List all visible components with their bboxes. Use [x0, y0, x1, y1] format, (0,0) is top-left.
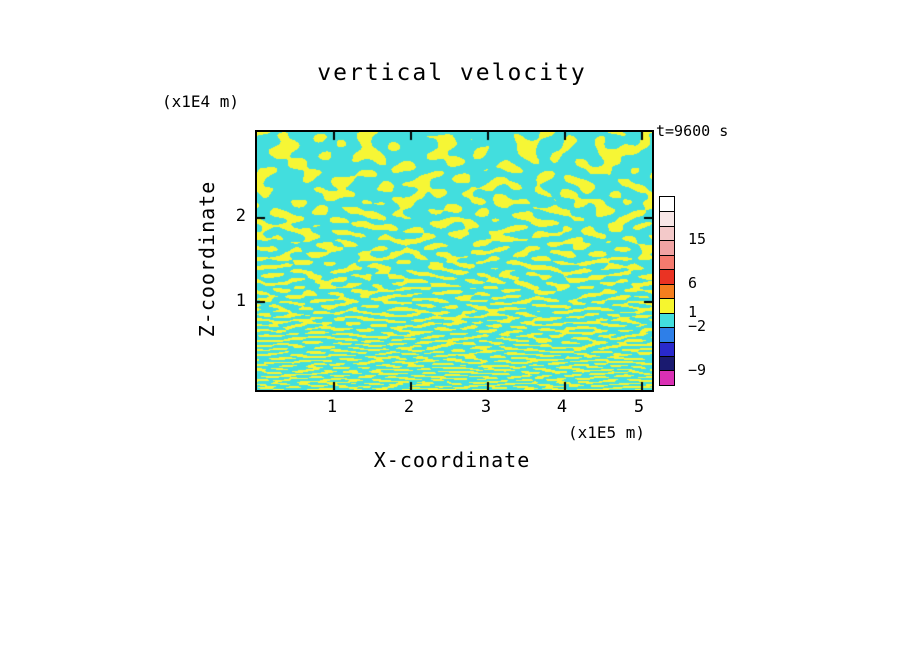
colorbar-segment — [660, 240, 674, 255]
colorbar-segment — [660, 197, 674, 212]
colorbar-label: −9 — [688, 360, 707, 379]
y-tick-label: 2 — [235, 206, 246, 226]
x-axis-label: X-coordinate — [373, 448, 531, 472]
colorbar-segment — [660, 211, 674, 226]
colorbar — [659, 196, 675, 386]
colorbar-segment — [660, 327, 674, 342]
colorbar-label: 6 — [688, 273, 698, 292]
colorbar-segment — [660, 370, 674, 385]
colorbar-segment — [660, 283, 674, 299]
x-tick-label: 3 — [480, 397, 492, 417]
colorbar-segment — [660, 355, 674, 371]
colorbar-label: 15 — [688, 230, 707, 249]
x-tick-label: 5 — [633, 397, 645, 417]
x-axis-unit: (x1E5 m) — [568, 423, 646, 442]
x-tick-label: 1 — [326, 397, 338, 417]
colorbar-label: 1 — [688, 302, 698, 321]
y-tick-label: 1 — [235, 291, 246, 311]
chart-title: vertical velocity — [317, 60, 587, 86]
colorbar-segment — [660, 298, 674, 313]
colorbar-label: −2 — [688, 317, 707, 336]
x-tick-label: 4 — [556, 397, 568, 417]
colorbar-segment — [660, 269, 674, 284]
plot-area — [255, 130, 654, 392]
x-tick-label: 2 — [403, 397, 415, 417]
heatmap-canvas — [257, 132, 652, 390]
timestamp-label: t=9600 s — [656, 122, 729, 140]
colorbar-segment — [660, 254, 674, 270]
y-axis-unit: (x1E4 m) — [162, 92, 240, 111]
colorbar-segment — [660, 341, 674, 356]
colorbar-segment — [660, 225, 674, 241]
colorbar-segment — [660, 312, 674, 328]
y-axis-label: Z-coordinate — [195, 180, 219, 338]
